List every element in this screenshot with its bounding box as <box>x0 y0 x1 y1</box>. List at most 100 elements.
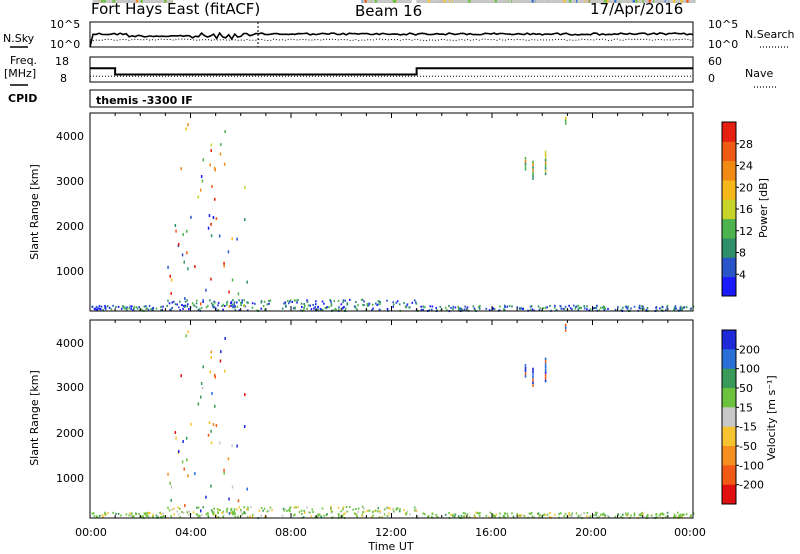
echo-cell <box>294 306 296 309</box>
echo-cell <box>472 305 475 308</box>
echo-cell <box>296 301 298 304</box>
echo-cell <box>592 307 595 310</box>
echo-cell <box>422 308 425 311</box>
echo-cell <box>452 305 455 308</box>
echo-cell <box>516 306 518 309</box>
echo-cell <box>386 299 388 302</box>
echo-cell <box>661 308 663 311</box>
echo-cell <box>656 309 658 312</box>
echo-cell <box>313 307 315 310</box>
echo-cell <box>300 302 303 305</box>
echo-cell <box>128 307 131 310</box>
echo-cell <box>317 309 319 312</box>
echo-cell <box>675 307 677 310</box>
echo-cell <box>431 308 433 311</box>
echo-cell <box>353 305 356 308</box>
echo-cell <box>626 307 629 310</box>
echo-cell <box>312 304 314 306</box>
echo-cell <box>682 307 684 309</box>
echo-cell <box>246 309 249 312</box>
echo-cell <box>246 301 248 304</box>
echo-cell <box>522 308 524 311</box>
echo-cell <box>393 303 395 306</box>
echo-cell <box>529 308 532 311</box>
echo-cell <box>133 307 135 310</box>
echo-cell <box>211 185 213 188</box>
echo-cell <box>546 306 548 309</box>
echo-cell <box>174 303 177 306</box>
colorbar-swatch <box>722 180 736 200</box>
echo-cell <box>630 307 632 310</box>
echo-cell <box>185 127 187 131</box>
echo-cell <box>240 301 242 304</box>
echo-cell <box>246 280 248 284</box>
echo-cell <box>544 161 547 165</box>
echo-cell <box>209 163 211 167</box>
echo-cell <box>406 303 409 306</box>
echo-cell <box>524 165 527 168</box>
echo-cell <box>221 305 223 307</box>
echo-cell <box>100 308 102 311</box>
echo-cell <box>342 299 345 302</box>
echo-cell <box>643 307 645 310</box>
echo-cell <box>379 308 381 311</box>
echo-cell <box>125 309 128 311</box>
echo-cell <box>184 300 187 303</box>
echo-cell <box>198 307 201 310</box>
echo-cell <box>269 299 272 302</box>
nsky-label: N.Sky <box>3 32 35 45</box>
power-colorbar <box>721 121 737 297</box>
echo-cell <box>184 304 186 307</box>
echo-cell <box>238 299 240 302</box>
echo-cell <box>213 306 216 309</box>
echo-cell <box>95 309 98 312</box>
echo-cell <box>228 304 231 308</box>
echo-cell <box>460 307 463 310</box>
echo-cell <box>506 305 509 308</box>
echo-cell <box>625 306 628 309</box>
echo-cell <box>176 303 178 306</box>
echo-cell <box>633 305 636 308</box>
echo-cell <box>233 303 235 306</box>
echo-cell <box>622 306 624 309</box>
velocity-echo-layer <box>91 0 696 520</box>
echo-cell <box>284 301 287 304</box>
echo-cell <box>532 166 534 169</box>
echo-cell <box>539 307 541 310</box>
echo-cell <box>281 307 284 310</box>
echo-cell <box>466 306 469 309</box>
echo-cell <box>210 149 212 153</box>
echo-cell <box>519 308 521 311</box>
echo-cell <box>171 301 174 304</box>
echo-cell <box>289 300 291 303</box>
echo-cell <box>640 307 642 310</box>
echo-cell <box>307 304 310 307</box>
echo-cell <box>129 305 131 308</box>
echo-cell <box>378 300 381 303</box>
echo-cell <box>226 300 229 303</box>
echo-cell <box>202 301 204 303</box>
echo-cell <box>396 300 399 303</box>
echo-cell <box>326 306 328 309</box>
echo-cell <box>241 299 243 302</box>
echo-cell <box>666 304 669 307</box>
colorbar-tick-label: 16 <box>739 203 753 216</box>
power-panel-frame <box>89 112 694 312</box>
echo-cell <box>646 307 649 309</box>
echo-cell <box>173 300 175 303</box>
echo-cell <box>247 301 249 304</box>
echo-cell <box>122 305 125 308</box>
echo-cell <box>112 304 114 307</box>
echo-cell <box>148 304 151 307</box>
echo-cell <box>446 309 448 312</box>
echo-cell <box>231 237 233 241</box>
power-ytick-1000: 1000 <box>56 265 84 278</box>
echo-cell <box>195 302 198 305</box>
echo-cell <box>314 303 317 306</box>
echo-cell <box>524 157 527 160</box>
echo-cell <box>135 306 138 309</box>
echo-cell <box>330 300 332 303</box>
echo-cell <box>371 309 373 311</box>
colorbar-tick-label: 24 <box>739 160 753 173</box>
